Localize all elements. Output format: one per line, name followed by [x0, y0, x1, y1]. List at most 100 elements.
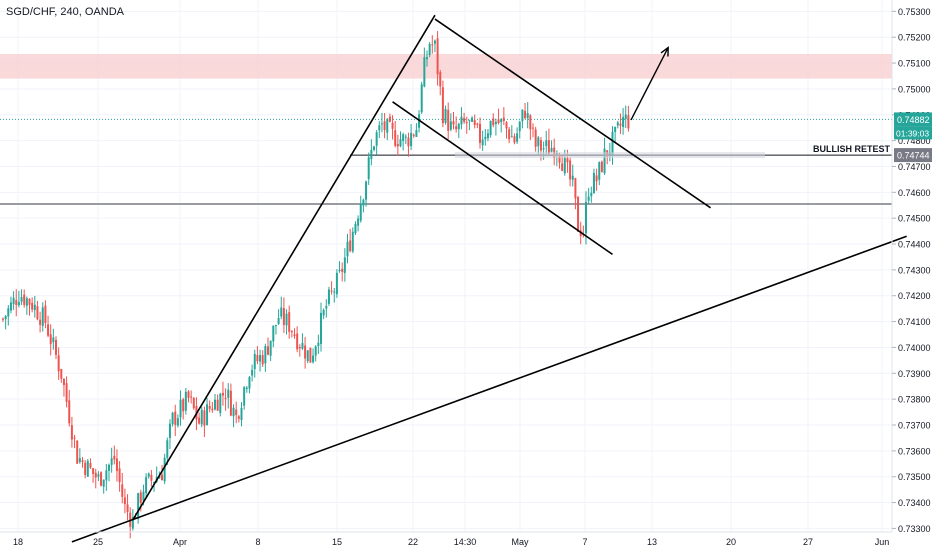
candle	[118, 461, 121, 492]
up-arrow-head	[660, 46, 669, 57]
candle	[17, 290, 20, 308]
x-tick-label: 7	[582, 537, 587, 547]
channel-lower-line	[392, 101, 613, 256]
candle	[468, 119, 471, 131]
price-tags: 0.74882 01:39:03 0.74744 BULLISH RETEST	[813, 112, 932, 163]
candle	[373, 145, 375, 152]
candle	[293, 328, 296, 339]
candle	[333, 287, 336, 303]
retest-price-tag	[894, 148, 932, 163]
candle	[259, 349, 262, 372]
candle	[9, 296, 12, 314]
candle	[616, 120, 619, 129]
candle	[126, 494, 129, 521]
candle	[415, 123, 418, 137]
y-tick-label: 0.75100	[898, 59, 931, 69]
candle	[208, 400, 211, 413]
candle	[86, 458, 89, 477]
candle	[317, 334, 320, 355]
candle	[362, 198, 365, 213]
candle	[163, 453, 166, 485]
candle	[500, 118, 503, 133]
x-tick-label: 22	[408, 537, 418, 547]
candle	[248, 375, 251, 394]
rising-channel-line	[132, 14, 436, 521]
candle	[380, 112, 383, 133]
long-trend-line	[71, 235, 907, 543]
candle	[52, 328, 55, 350]
candle	[227, 383, 230, 409]
candle	[338, 261, 341, 273]
candle	[192, 396, 195, 410]
y-tick-label: 0.74400	[898, 240, 931, 250]
candle	[92, 468, 95, 483]
candle	[28, 298, 31, 316]
candle	[476, 122, 479, 129]
candle	[78, 448, 81, 464]
candle	[322, 308, 325, 320]
y-tick-label: 0.74100	[898, 317, 931, 327]
candle	[383, 112, 386, 139]
y-tick-label: 0.75000	[898, 84, 931, 94]
candle	[31, 297, 34, 313]
candle	[269, 340, 272, 361]
candle	[306, 350, 309, 364]
y-tick-label: 0.73400	[898, 498, 931, 508]
candle	[219, 392, 222, 417]
y-tick-label: 0.73600	[898, 446, 931, 456]
candle	[147, 472, 150, 479]
candle	[39, 311, 42, 333]
candle	[290, 330, 293, 338]
candle	[309, 347, 312, 363]
candle	[444, 105, 447, 125]
candle	[577, 195, 580, 233]
candle	[582, 225, 585, 238]
candle	[349, 228, 352, 253]
x-tick-label: 25	[93, 537, 103, 547]
candle	[569, 157, 572, 187]
candle	[264, 343, 267, 372]
candle	[391, 115, 394, 140]
candle	[378, 121, 381, 138]
candle	[81, 457, 84, 468]
y-tick-label: 0.74700	[898, 162, 931, 172]
candle	[137, 492, 140, 524]
candle	[179, 390, 182, 426]
candle	[325, 299, 328, 318]
candle	[49, 324, 52, 356]
candle	[232, 404, 235, 428]
candle	[497, 108, 500, 125]
candle	[426, 50, 428, 67]
candle	[600, 160, 603, 173]
y-tick-label: 0.73300	[898, 524, 931, 534]
candle	[100, 471, 103, 487]
candle	[508, 126, 511, 144]
candle	[65, 376, 68, 408]
candle	[423, 47, 426, 88]
candle	[452, 112, 455, 130]
retest-band	[455, 152, 765, 159]
candle	[404, 134, 407, 144]
candle	[97, 471, 100, 481]
x-tick-label: 15	[332, 537, 342, 547]
candle	[20, 289, 23, 305]
candle	[619, 113, 622, 134]
time-axis: 18 25 Apr 8 15 22 14:30 May 7 13 20 27 Jun	[0, 531, 892, 547]
y-tick-label: 0.74200	[898, 291, 931, 301]
candle	[598, 161, 601, 186]
y-tick-label: 0.74800	[898, 136, 931, 146]
candle	[166, 437, 169, 466]
candle	[240, 402, 243, 427]
candle	[447, 102, 450, 140]
x-tick-label: Jun	[875, 537, 890, 547]
candle	[243, 386, 246, 410]
candle	[182, 397, 185, 420]
candle	[335, 269, 338, 298]
candle	[221, 381, 224, 406]
candle	[473, 114, 476, 129]
candle	[129, 507, 132, 539]
x-tick-label: 13	[647, 537, 657, 547]
candle	[351, 227, 354, 254]
